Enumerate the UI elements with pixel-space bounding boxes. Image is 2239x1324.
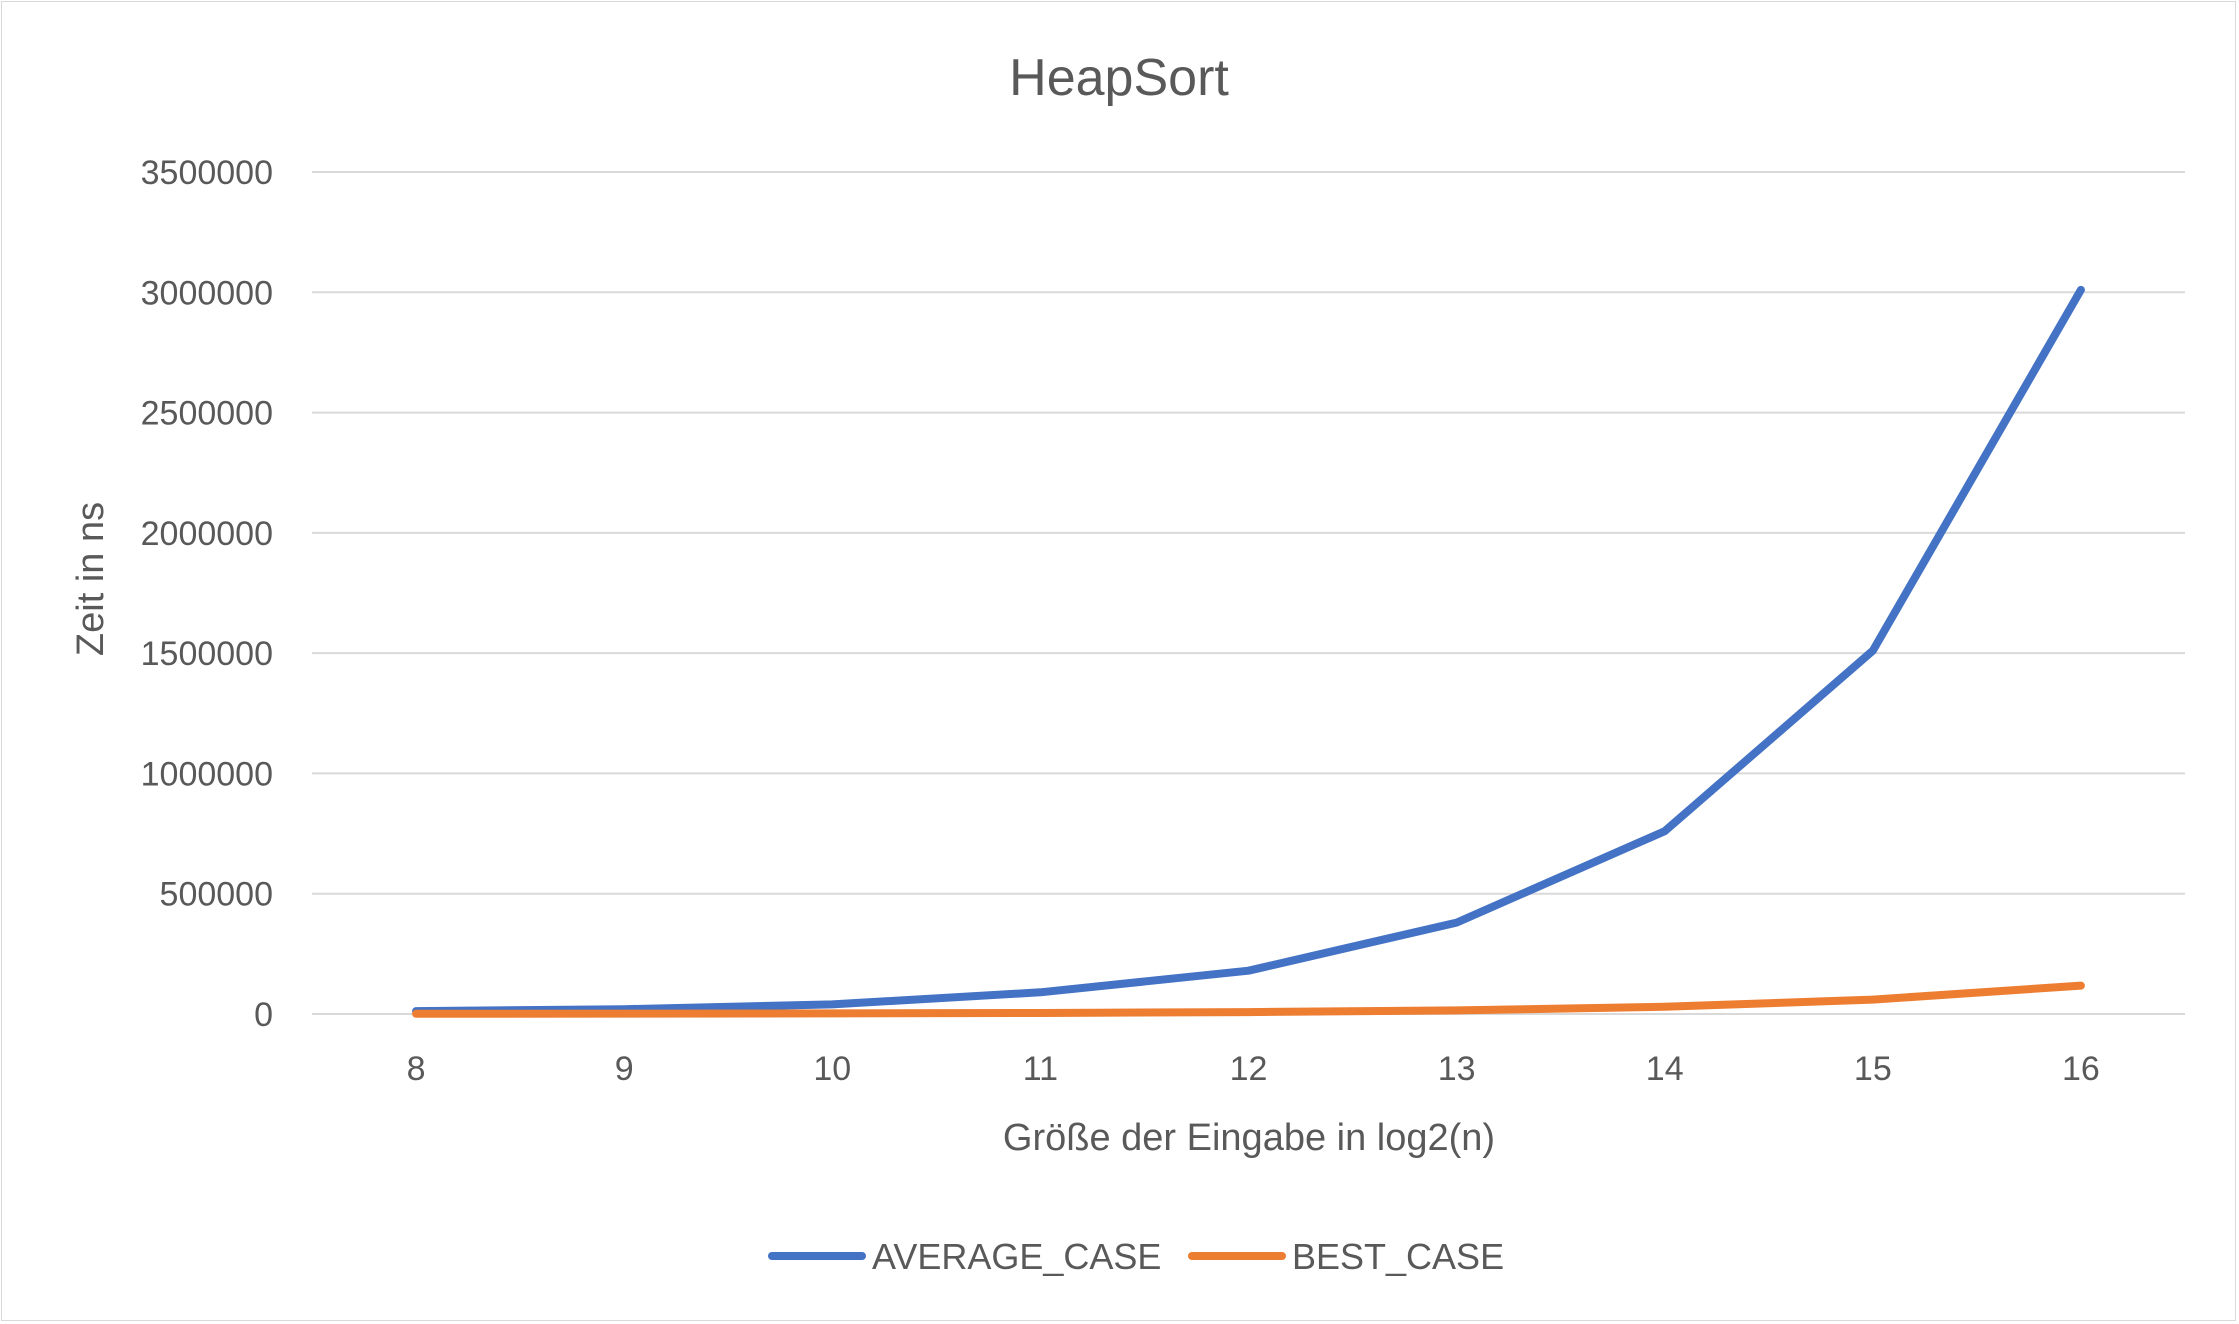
x-axis-title: Größe der Eingabe in log2(n): [1003, 1117, 1495, 1159]
chart-title: HeapSort: [1009, 49, 1229, 107]
x-tick-label: 16: [2062, 1050, 2100, 1088]
x-tick-label: 9: [615, 1050, 634, 1088]
y-tick-label: 500000: [160, 876, 273, 914]
legend-label: AVERAGE_CASE: [872, 1236, 1161, 1277]
series-line-average-case: [412, 285, 2085, 1016]
y-tick-label: 2000000: [141, 515, 273, 553]
y-axis-title: Zeit in ns: [70, 502, 112, 656]
x-tick-label: 10: [813, 1050, 851, 1088]
y-tick-label: 3500000: [141, 154, 273, 192]
y-axis-ticks: 0 500000 1000000 1500000 2000000 2500000 30000…: [141, 154, 273, 1034]
x-tick-label: 8: [407, 1050, 426, 1088]
legend-label: BEST_CASE: [1292, 1236, 1504, 1277]
x-axis-ticks: 8 9 10 11 12 13 14 15 16: [407, 1050, 2100, 1088]
x-tick-label: 11: [1023, 1050, 1058, 1088]
legend: AVERAGE_CASE BEST_CASE: [768, 1236, 1504, 1277]
x-tick-label: 14: [1646, 1050, 1684, 1088]
y-tick-label: 3000000: [141, 274, 273, 312]
series-line-best-case: [412, 981, 2085, 1018]
x-tick-label: 15: [1854, 1050, 1892, 1088]
y-tick-label: 1500000: [141, 635, 273, 673]
y-tick-label: 0: [254, 996, 273, 1034]
x-tick-label: 13: [1438, 1050, 1476, 1088]
y-tick-label: 1000000: [141, 755, 273, 793]
y-tick-label: 2500000: [141, 395, 273, 433]
x-tick-label: 12: [1230, 1050, 1268, 1088]
series-lines: [412, 285, 2085, 1018]
